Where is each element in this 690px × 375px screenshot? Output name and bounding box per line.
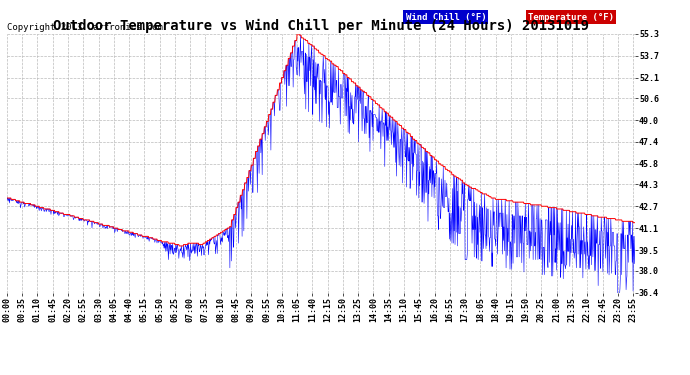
Text: Temperature (°F): Temperature (°F) <box>528 12 614 21</box>
Title: Outdoor Temperature vs Wind Chill per Minute (24 Hours) 20131019: Outdoor Temperature vs Wind Chill per Mi… <box>53 18 589 33</box>
Text: Wind Chill (°F): Wind Chill (°F) <box>406 12 486 21</box>
Text: Copyright 2013 Cartronics.com: Copyright 2013 Cartronics.com <box>7 23 163 32</box>
